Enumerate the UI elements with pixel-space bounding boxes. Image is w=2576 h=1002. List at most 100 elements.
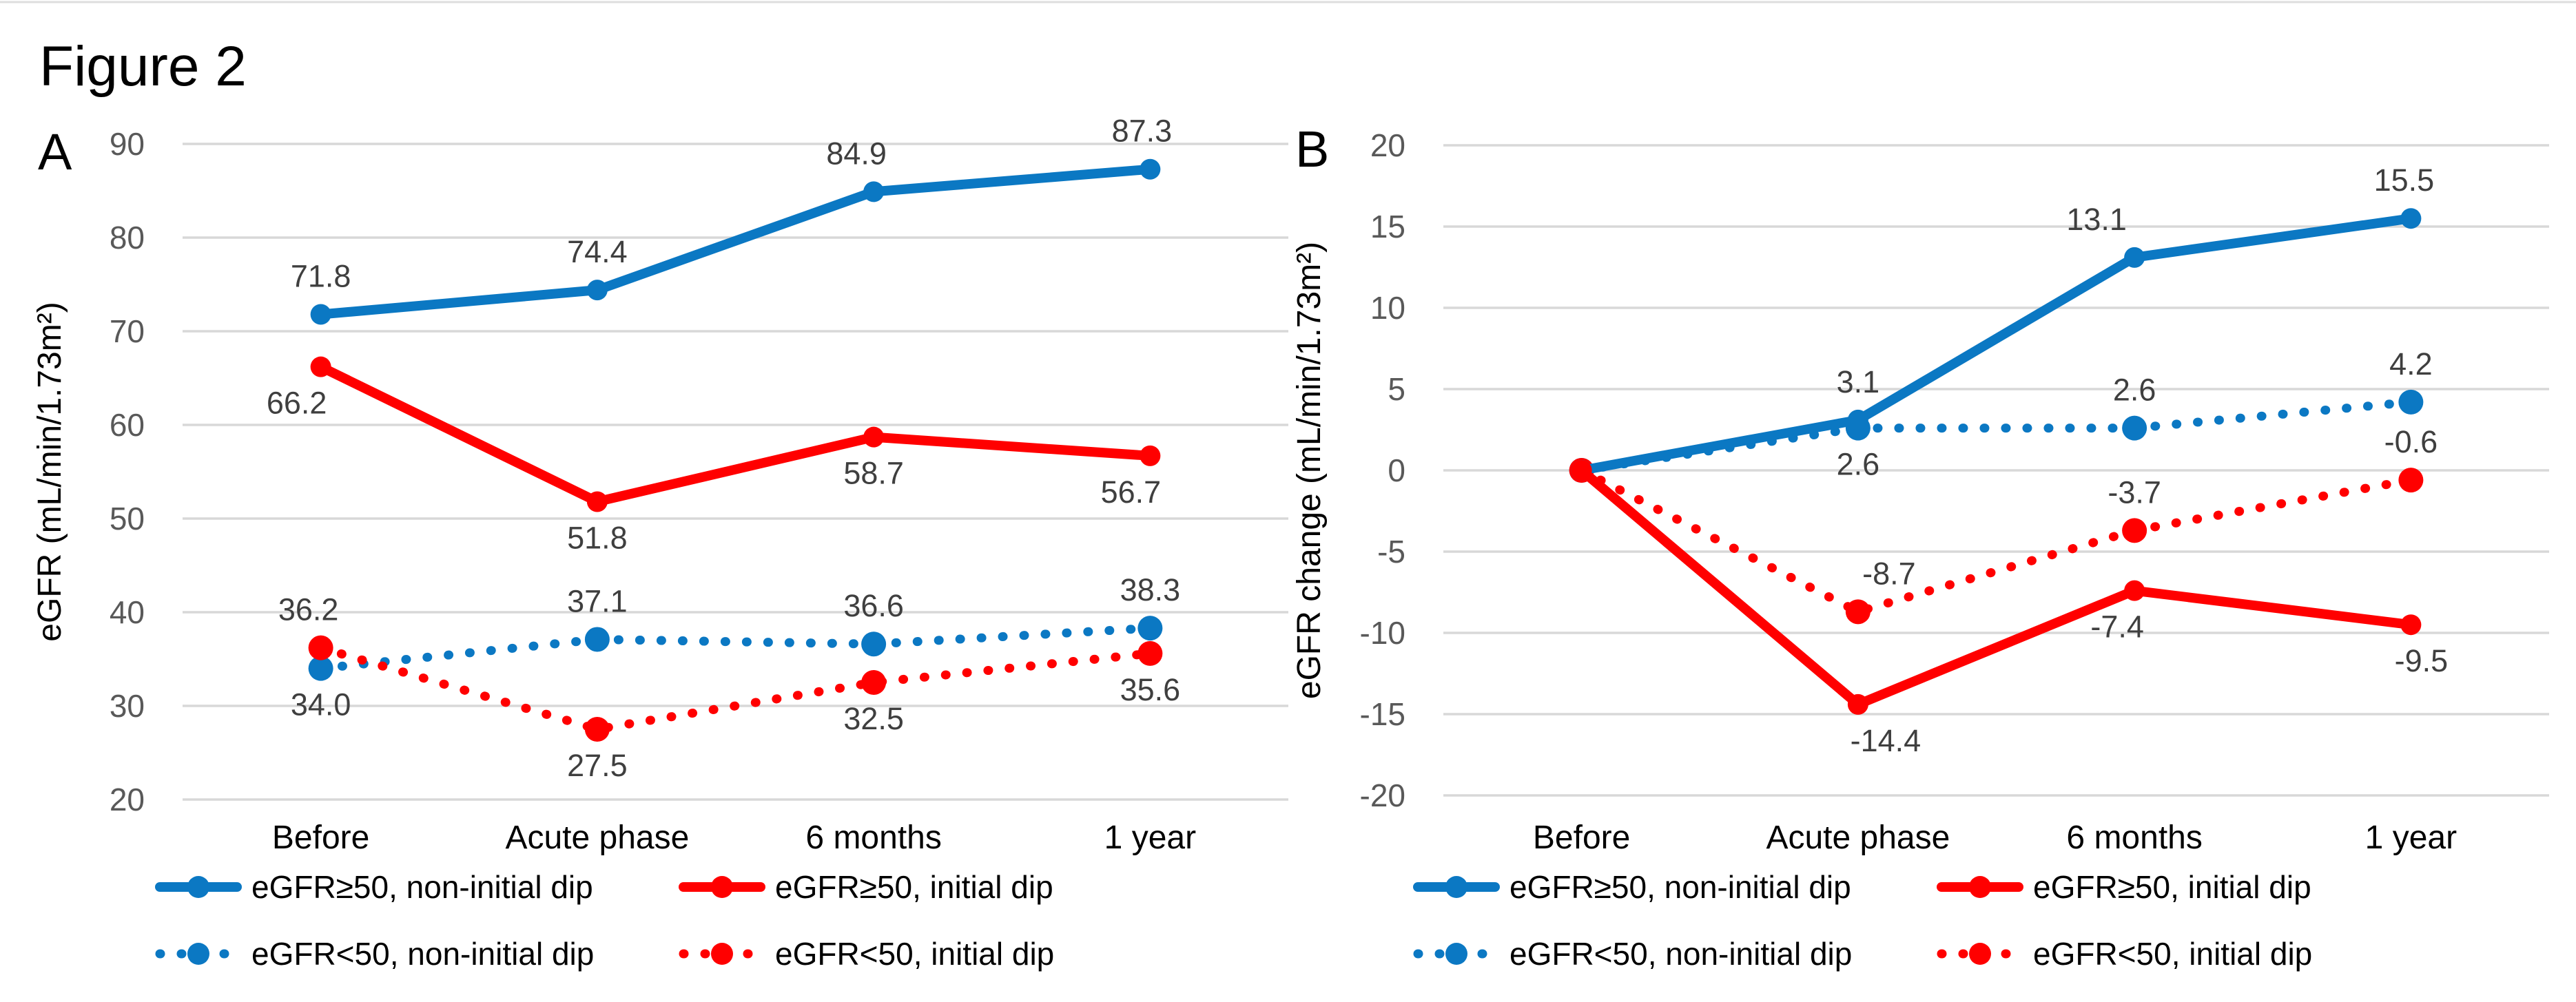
- y-axis-tick-labels: 20 15 10 5 0 -5 -10 -15 -20: [1360, 127, 1405, 813]
- data-point-label: -0.6: [2384, 424, 2438, 459]
- data-point-label: 58.7: [843, 456, 904, 491]
- data-point-marker: [2122, 415, 2147, 441]
- legend-label: eGFR≥50, non-initial dip: [1509, 869, 1851, 905]
- legend-label: eGFR≥50, initial dip: [775, 869, 1053, 905]
- data-point-label: 2.6: [2113, 373, 2156, 408]
- data-point-marker: [586, 491, 608, 512]
- panel-a-letter: A: [38, 123, 72, 180]
- y-tick-label: 10: [1370, 290, 1405, 326]
- legend-swatch-marker: [187, 876, 209, 898]
- data-point-marker: [2122, 518, 2147, 543]
- data-point-marker: [863, 181, 885, 202]
- y-tick-label: 20: [110, 782, 145, 817]
- legend-swatch-marker: [711, 943, 733, 965]
- series-group: 2.6 2.6 4.2 -8.7 -3.7 -0.6 3.1 13.1 15.5 -14.4 -7.…: [1569, 163, 2449, 758]
- legend-label: eGFR<50, initial dip: [775, 936, 1054, 972]
- y-tick-label: 0: [1388, 452, 1405, 488]
- data-point-marker: [863, 426, 885, 448]
- data-point-label: 34.0: [291, 687, 351, 722]
- data-point-marker: [584, 717, 610, 742]
- data-point-marker: [1137, 616, 1163, 641]
- data-point-label: 3.1: [1837, 364, 1880, 399]
- data-point-marker: [2400, 208, 2422, 229]
- legend-item: eGFR<50, initial dip: [679, 936, 1054, 972]
- series-line: [1576, 213, 2416, 475]
- data-point-label: 66.2: [267, 386, 327, 421]
- data-point-marker: [1140, 158, 1161, 180]
- series-line: [1576, 466, 2416, 709]
- legend-item: eGFR≥50, initial dip: [1937, 869, 2311, 905]
- data-point-marker: [2400, 614, 2422, 636]
- legend-label: eGFR<50, non-initial dip: [1509, 936, 1852, 972]
- panel-a-y-axis-title: eGFR (mL/min/1.73m²): [32, 302, 68, 641]
- data-point-label: 51.8: [567, 521, 628, 556]
- y-tick-label: -5: [1377, 534, 1405, 570]
- data-point-marker: [1140, 445, 1161, 466]
- data-point-label: 27.5: [567, 748, 628, 783]
- legend-label: eGFR≥50, non-initial dip: [251, 869, 593, 905]
- legend: eGFR≥50, non-initial dip eGFR≥50, initial…: [155, 869, 1054, 972]
- data-point-label: -8.7: [1862, 556, 1916, 591]
- legend-label: eGFR<50, initial dip: [2033, 936, 2312, 972]
- data-point-marker: [1847, 693, 1868, 715]
- x-axis-category-labels: Before Acute phase 6 months 1 year: [1533, 820, 2457, 856]
- data-point-label: 71.8: [291, 259, 351, 294]
- legend-label: eGFR<50, non-initial dip: [251, 936, 594, 972]
- series-line: [316, 362, 1155, 507]
- data-point-marker: [2124, 247, 2145, 268]
- x-category-label: Before: [272, 820, 369, 856]
- y-tick-label: 30: [110, 688, 145, 724]
- series-line: [1577, 397, 2415, 475]
- gridlines-group: [1443, 144, 2549, 797]
- legend-swatch-marker: [711, 876, 733, 898]
- data-point-label: 36.2: [278, 592, 339, 627]
- data-point-label: 56.7: [1101, 474, 1162, 510]
- data-point-marker: [586, 280, 608, 301]
- chart-panel-a: 90 80 70 60 50 40 30 20 Before Acute phase 6 month…: [110, 114, 1288, 972]
- series-group: 34.0 37.1 36.6 38.3 36.2 27.5 32.5 35.6 71.8 74.4…: [267, 114, 1180, 783]
- data-point-label: -14.4: [1851, 723, 1921, 758]
- data-point-label: 35.6: [1120, 672, 1181, 707]
- legend-swatch-marker: [1445, 943, 1467, 965]
- data-point-marker: [2398, 389, 2424, 415]
- data-point-marker: [308, 635, 333, 660]
- data-point-marker: [308, 656, 333, 681]
- legend-swatch-marker: [1969, 943, 1991, 965]
- y-tick-label: -15: [1360, 696, 1405, 732]
- y-tick-label: 90: [110, 126, 145, 162]
- y-tick-label: 70: [110, 313, 145, 349]
- series-line: [316, 623, 1155, 674]
- y-tick-label: -10: [1360, 615, 1405, 651]
- data-point-label: 38.3: [1120, 572, 1181, 607]
- panel-b-letter: B: [1295, 121, 1329, 178]
- x-category-label: Acute phase: [1766, 820, 1950, 856]
- data-point-marker: [861, 632, 887, 657]
- data-point-marker: [861, 670, 887, 695]
- y-tick-label: 5: [1388, 371, 1405, 407]
- data-point-marker: [584, 627, 610, 652]
- data-point-label: 15.5: [2374, 163, 2435, 198]
- legend-swatch-marker: [187, 943, 209, 965]
- data-point-label: 36.6: [843, 588, 904, 623]
- y-tick-label: 60: [110, 407, 145, 443]
- data-point-label: -3.7: [2108, 474, 2161, 510]
- data-point-label: 2.6: [1837, 447, 1880, 482]
- data-point-marker: [1845, 599, 1871, 625]
- data-point-label: 32.5: [843, 701, 904, 736]
- data-point-marker: [1571, 460, 1592, 481]
- data-point-label: 87.3: [1112, 114, 1173, 149]
- x-axis-category-labels: Before Acute phase 6 months 1 year: [272, 820, 1196, 856]
- y-tick-label: 80: [110, 220, 145, 255]
- y-tick-label: -20: [1360, 777, 1405, 813]
- legend-swatch-marker: [1969, 876, 1991, 898]
- legend-item: eGFR≥50, initial dip: [679, 869, 1053, 905]
- data-point-label: -7.4: [2090, 609, 2144, 645]
- legend-item: eGFR≥50, non-initial dip: [1413, 869, 1851, 905]
- data-point-label: 37.1: [567, 583, 628, 618]
- data-point-label: -9.5: [2395, 643, 2449, 678]
- data-point-marker: [2124, 580, 2145, 601]
- data-point-marker: [310, 356, 331, 377]
- legend-item: eGFR<50, initial dip: [1937, 936, 2312, 972]
- data-point-label: 84.9: [826, 136, 887, 171]
